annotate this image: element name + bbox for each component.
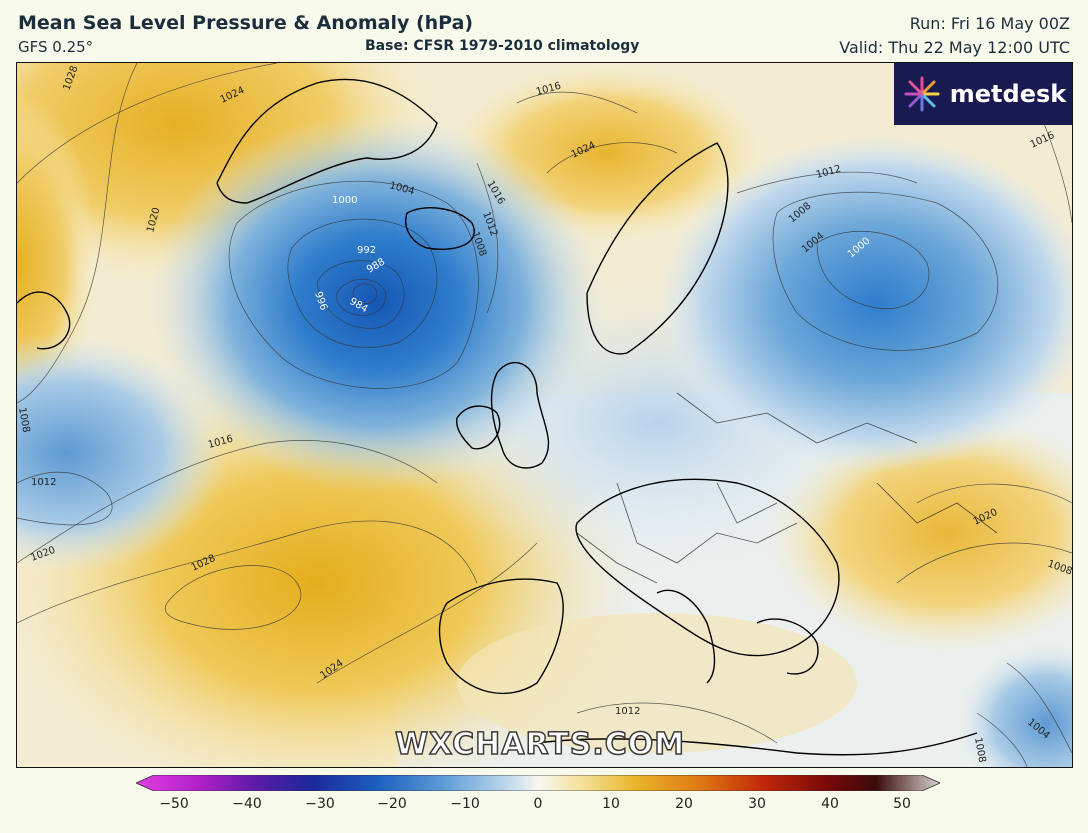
isobar-label: 1012 [615,706,640,717]
metdesk-logo-icon [904,76,940,112]
north-africa-coast [536,732,978,756]
russia-low-anomaly [657,133,1072,473]
iceland-coast [405,207,475,250]
isobar-label: 992 [357,245,376,256]
coastlines [17,78,978,756]
colorbar-tick: 40 [821,796,839,812]
isobar-label: 1000 [332,195,357,206]
greenland-coast [216,78,438,204]
colorbar-tick: 30 [748,796,766,812]
colorbar-tick: 20 [675,796,693,812]
wxcharts-watermark: WXCHARTS.COM [394,726,686,763]
colorbar-tick: −10 [450,796,480,812]
map-canvas: 1028 1024 1016 1020 1024 1000 1004 1012 … [17,63,1072,767]
colorbar-tick: −50 [159,796,189,812]
newfoundland-coast [17,291,71,350]
valid-label: Valid: Thu 22 May 12:00 UTC [839,38,1070,57]
run-label: Run: Fri 16 May 00Z [909,14,1070,33]
isobar-label: 1008 [972,737,987,764]
metdesk-logo-text: metdesk [949,80,1067,108]
pressure-map: 1028 1024 1016 1020 1024 1000 1004 1012 … [16,62,1073,768]
iceland-low-anomaly [147,113,607,493]
italy-coast [656,589,716,684]
metdesk-logo: metdesk [894,63,1072,125]
colorbar-tick: −40 [232,796,262,812]
colorbar-tick: 0 [533,796,543,812]
colorbar-tick: 10 [602,796,620,812]
anomaly-colorbar [136,775,940,791]
iberia-coast [438,578,564,695]
colorbar-tick: −30 [305,796,335,812]
greece-coast [756,618,819,675]
colorbar-tick: 50 [893,796,911,812]
chart-title: Mean Sea Level Pressure & Anomaly (hPa) [18,12,474,34]
central-europe-coast [575,478,840,657]
climatology-base: Base: CFSR 1979-2010 climatology [365,38,640,54]
isobar-label: 1008 [17,407,31,434]
isobar-label: 1012 [31,477,56,488]
britain-coast [490,362,550,469]
scandinavia-coast [586,142,729,355]
model-label: GFS 0.25° [18,38,94,56]
borders [576,392,998,584]
colorbar-ticks: −50 −40 −30 −20 −10 0 10 20 30 40 50 [0,796,1088,816]
ireland-coast [455,405,501,450]
colorbar-tick: −20 [377,796,407,812]
